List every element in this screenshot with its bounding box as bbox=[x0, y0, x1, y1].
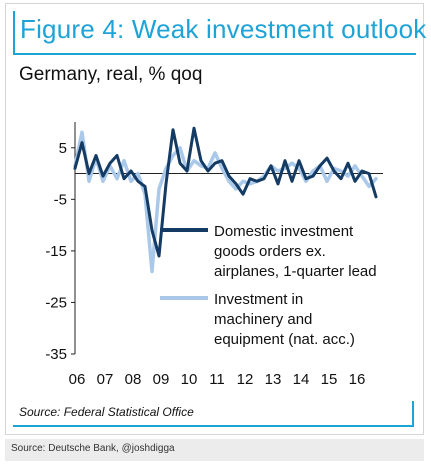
x-tick-label: 08 bbox=[125, 371, 142, 388]
source-note: Source: Federal Statistical Office bbox=[19, 405, 194, 419]
y-tick-label: 5 bbox=[59, 140, 67, 157]
series-line-orders bbox=[73, 126, 378, 258]
series-line-investment bbox=[73, 130, 378, 274]
legend: Domestic investment goods orders ex. airpl… bbox=[160, 223, 377, 348]
x-tick-label: 11 bbox=[209, 371, 225, 388]
x-tick-label: 10 bbox=[181, 371, 198, 388]
x-tick-label: 07 bbox=[97, 371, 114, 388]
x-tick-label: 15 bbox=[321, 371, 338, 388]
x-tick-label: 09 bbox=[153, 371, 170, 388]
y-tick-label: -25 bbox=[45, 294, 67, 311]
title-accent-border bbox=[13, 11, 416, 55]
x-tick-label: 16 bbox=[349, 371, 366, 388]
y-tick-label: -5 bbox=[54, 191, 67, 208]
figure-title: Figure 4: Weak investment outlook bbox=[20, 14, 427, 44]
y-tick-label: -35 bbox=[45, 346, 67, 363]
x-tick-label: 13 bbox=[265, 371, 282, 388]
figure-subtitle: Germany, real, % qoq bbox=[19, 64, 203, 85]
legend-label-investment: Investment in machinery and equipment (nat… bbox=[214, 291, 355, 348]
series-layer bbox=[73, 126, 378, 274]
legend-label-orders: Domestic investment goods orders ex. airpl… bbox=[214, 223, 377, 280]
x-tick-label: 14 bbox=[293, 371, 310, 388]
x-tick-label: 12 bbox=[237, 371, 254, 388]
y-tick-label: -15 bbox=[45, 243, 67, 260]
x-tick-label: 06 bbox=[69, 371, 86, 388]
source-rule-end bbox=[412, 401, 414, 427]
footer-credit: Source: Deutsche Bank, @joshdigga bbox=[11, 443, 175, 454]
footer-bar: Source: Deutsche Bank, @joshdigga bbox=[5, 439, 424, 461]
source-rule bbox=[13, 425, 413, 427]
